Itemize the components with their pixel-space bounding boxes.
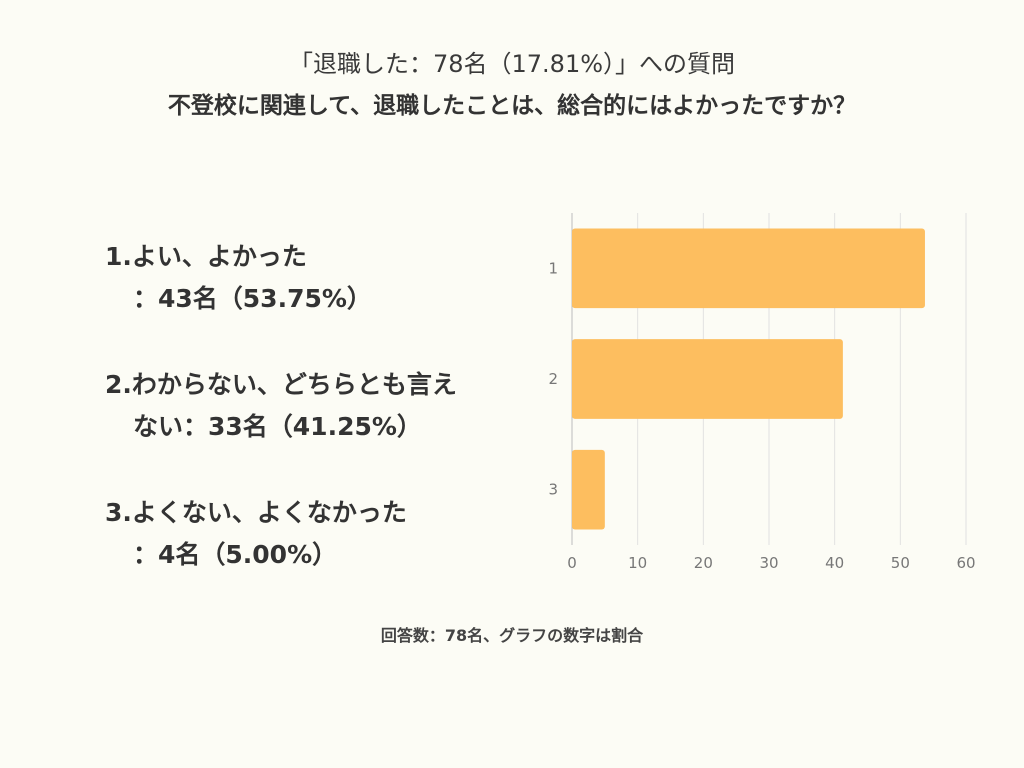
option-label-2-line2: ない：33名（41.25%）	[133, 412, 422, 441]
x-tick-label-60: 60	[956, 554, 975, 572]
option-label-2: 2.わからない、どちらとも言え ない：33名（41.25%）	[105, 364, 535, 448]
option-label-1-line2: ：43名（53.75%）	[133, 284, 372, 313]
x-tick-label-0: 0	[567, 554, 577, 572]
option-label-2-line1: 2.わからない、どちらとも言え	[105, 370, 457, 399]
bars	[572, 228, 925, 530]
y-tick-label-3: 3	[548, 481, 558, 499]
x-tick-label-10: 10	[628, 554, 647, 572]
option-label-1-line1: 1.よい、よかった	[105, 242, 307, 271]
chart-title: 不登校に関連して、退職したことは、総合的にはよかったですか？	[167, 93, 857, 119]
bar-chart: 1 2 3 0 10 20 30 40 50 60	[548, 213, 976, 572]
x-tick-label-40: 40	[825, 554, 844, 572]
chart-subtitle: 「退職した：78名（17.81%）」への質問	[288, 50, 736, 78]
option-label-3-line2: ：4名（5.00%）	[133, 540, 338, 569]
option-label-1: 1.よい、よかった ：43名（53.75%）	[105, 236, 535, 320]
option-label-3-line1: 3.よくない、よくなかった	[105, 498, 407, 527]
option-label-3: 3.よくない、よくなかった ：4名（5.00%）	[105, 492, 535, 576]
x-tick-label-30: 30	[759, 554, 778, 572]
bar-3	[572, 449, 605, 530]
y-axis-labels: 1 2 3	[548, 259, 558, 498]
x-tick-label-50: 50	[891, 554, 910, 572]
footnote: 回答数：78名、グラフの数字は割合	[380, 626, 644, 645]
x-axis-labels: 0 10 20 30 40 50 60	[567, 554, 975, 572]
y-tick-label-2: 2	[548, 370, 558, 388]
x-tick-label-20: 20	[694, 554, 713, 572]
bar-1	[572, 228, 925, 309]
bar-2	[572, 339, 843, 419]
y-tick-label-1: 1	[548, 259, 558, 277]
